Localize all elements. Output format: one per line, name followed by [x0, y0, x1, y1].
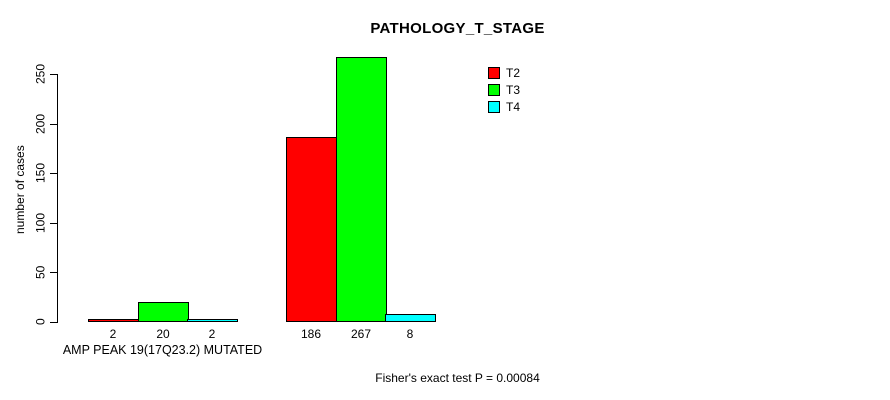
- y-tick-label: 250: [33, 63, 48, 85]
- bar-value-label: 267: [350, 327, 372, 341]
- legend-label: T4: [506, 100, 521, 114]
- bar-t2-group1: [88, 319, 139, 322]
- bar-value-label: 8: [406, 327, 414, 341]
- bar-t2-group2: [286, 137, 337, 322]
- bar-value-label: 2: [208, 327, 216, 341]
- stat-test-annotation: Fisher's exact test P = 0.00084: [375, 371, 540, 385]
- category-label: AMP PEAK 19(17Q23.2) MUTATED: [62, 343, 263, 357]
- legend-row: T2: [488, 66, 520, 80]
- y-tick: [50, 173, 57, 174]
- legend-swatch-t3: [488, 84, 500, 96]
- y-tick-label: 100: [33, 212, 48, 234]
- y-tick: [50, 223, 57, 224]
- y-axis-label: number of cases: [13, 145, 27, 235]
- y-tick: [50, 74, 57, 75]
- bar-value-label: 186: [300, 327, 322, 341]
- y-tick: [50, 124, 57, 125]
- y-tick-label: 200: [33, 113, 48, 135]
- y-axis-line: [57, 74, 58, 323]
- y-tick-label: 50: [33, 265, 48, 279]
- y-tick-label: 150: [33, 162, 48, 184]
- chart-title: PATHOLOGY_T_STAGE: [370, 20, 545, 37]
- bar-value-label: 20: [156, 327, 170, 341]
- legend-row: T3: [488, 83, 520, 97]
- bar-t4-group2: [385, 314, 436, 322]
- y-tick: [50, 322, 57, 323]
- y-tick: [50, 272, 57, 273]
- bar-t3-group1: [138, 302, 189, 322]
- legend: T2 T3 T4: [488, 66, 520, 117]
- bar-t4-group1: [187, 319, 238, 322]
- legend-label: T2: [506, 66, 521, 80]
- bar-t3-group2: [336, 57, 387, 322]
- legend-swatch-t4: [488, 101, 500, 113]
- legend-row: T4: [488, 100, 520, 114]
- legend-swatch-t2: [488, 67, 500, 79]
- bar-value-label: 2: [109, 327, 117, 341]
- y-tick-label: 0: [33, 318, 48, 326]
- legend-label: T3: [506, 83, 521, 97]
